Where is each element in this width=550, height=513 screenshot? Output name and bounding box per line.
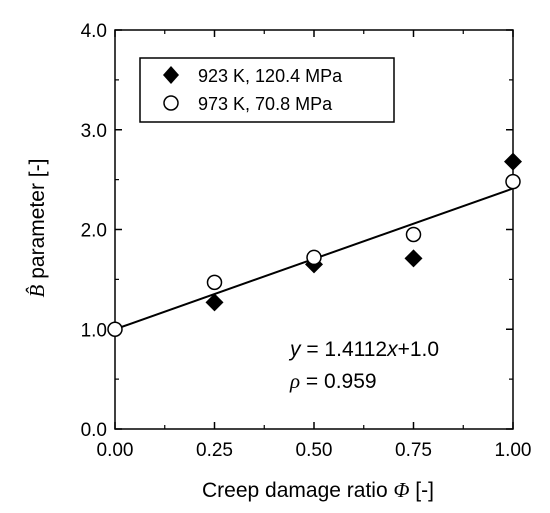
point-filled-diamond [404, 249, 423, 268]
point-filled-diamond [205, 293, 224, 312]
x-tick-label: 1.00 [495, 440, 532, 461]
point-filled-diamond [504, 152, 522, 171]
y-tick-label: 2.0 [81, 221, 107, 242]
axis-tick-labels: 0.0 1.0 2.0 3.0 4.0 0.00 0.25 0.50 0.75 1.00 [81, 21, 532, 461]
y-tick-label: 4.0 [81, 21, 107, 42]
point-open-circle [107, 321, 123, 337]
legend-marker-open-circle [163, 95, 179, 111]
point-open-circle [405, 226, 422, 243]
legend: 923 K, 120.4 MPa 973 K, 70.8 MPa [139, 57, 395, 123]
correlation-text: ρ = 0.959 [289, 369, 377, 393]
point-open-circle [306, 249, 322, 266]
fit-equation: y = 1.4112x+1.0 ρ = 0.959 [288, 338, 439, 393]
legend-label-series-1: 923 K, 120.4 MPa [198, 66, 343, 86]
legend-box [139, 57, 395, 123]
x-tick-label: 0.00 [97, 440, 134, 461]
x-axis-title: Creep damage ratio Φ [-] [202, 478, 434, 502]
x-tick-label: 0.75 [395, 440, 432, 461]
data-points [107, 152, 522, 337]
legend-label-series-2: 973 K, 70.8 MPa [198, 94, 333, 114]
y-axis-title: B̂ parameter [-] [25, 159, 49, 298]
y-tick-label: 0.0 [81, 420, 107, 441]
point-open-circle [505, 173, 521, 190]
y-tick-label: 3.0 [81, 121, 107, 142]
point-open-circle [206, 274, 223, 291]
y-tick-label: 1.0 [81, 320, 107, 341]
legend-marker-filled-diamond [163, 66, 179, 84]
x-tick-label: 0.50 [296, 440, 333, 461]
x-tick-label: 0.25 [196, 440, 233, 461]
fit-equation-text: y = 1.4112x+1.0 [288, 338, 439, 361]
